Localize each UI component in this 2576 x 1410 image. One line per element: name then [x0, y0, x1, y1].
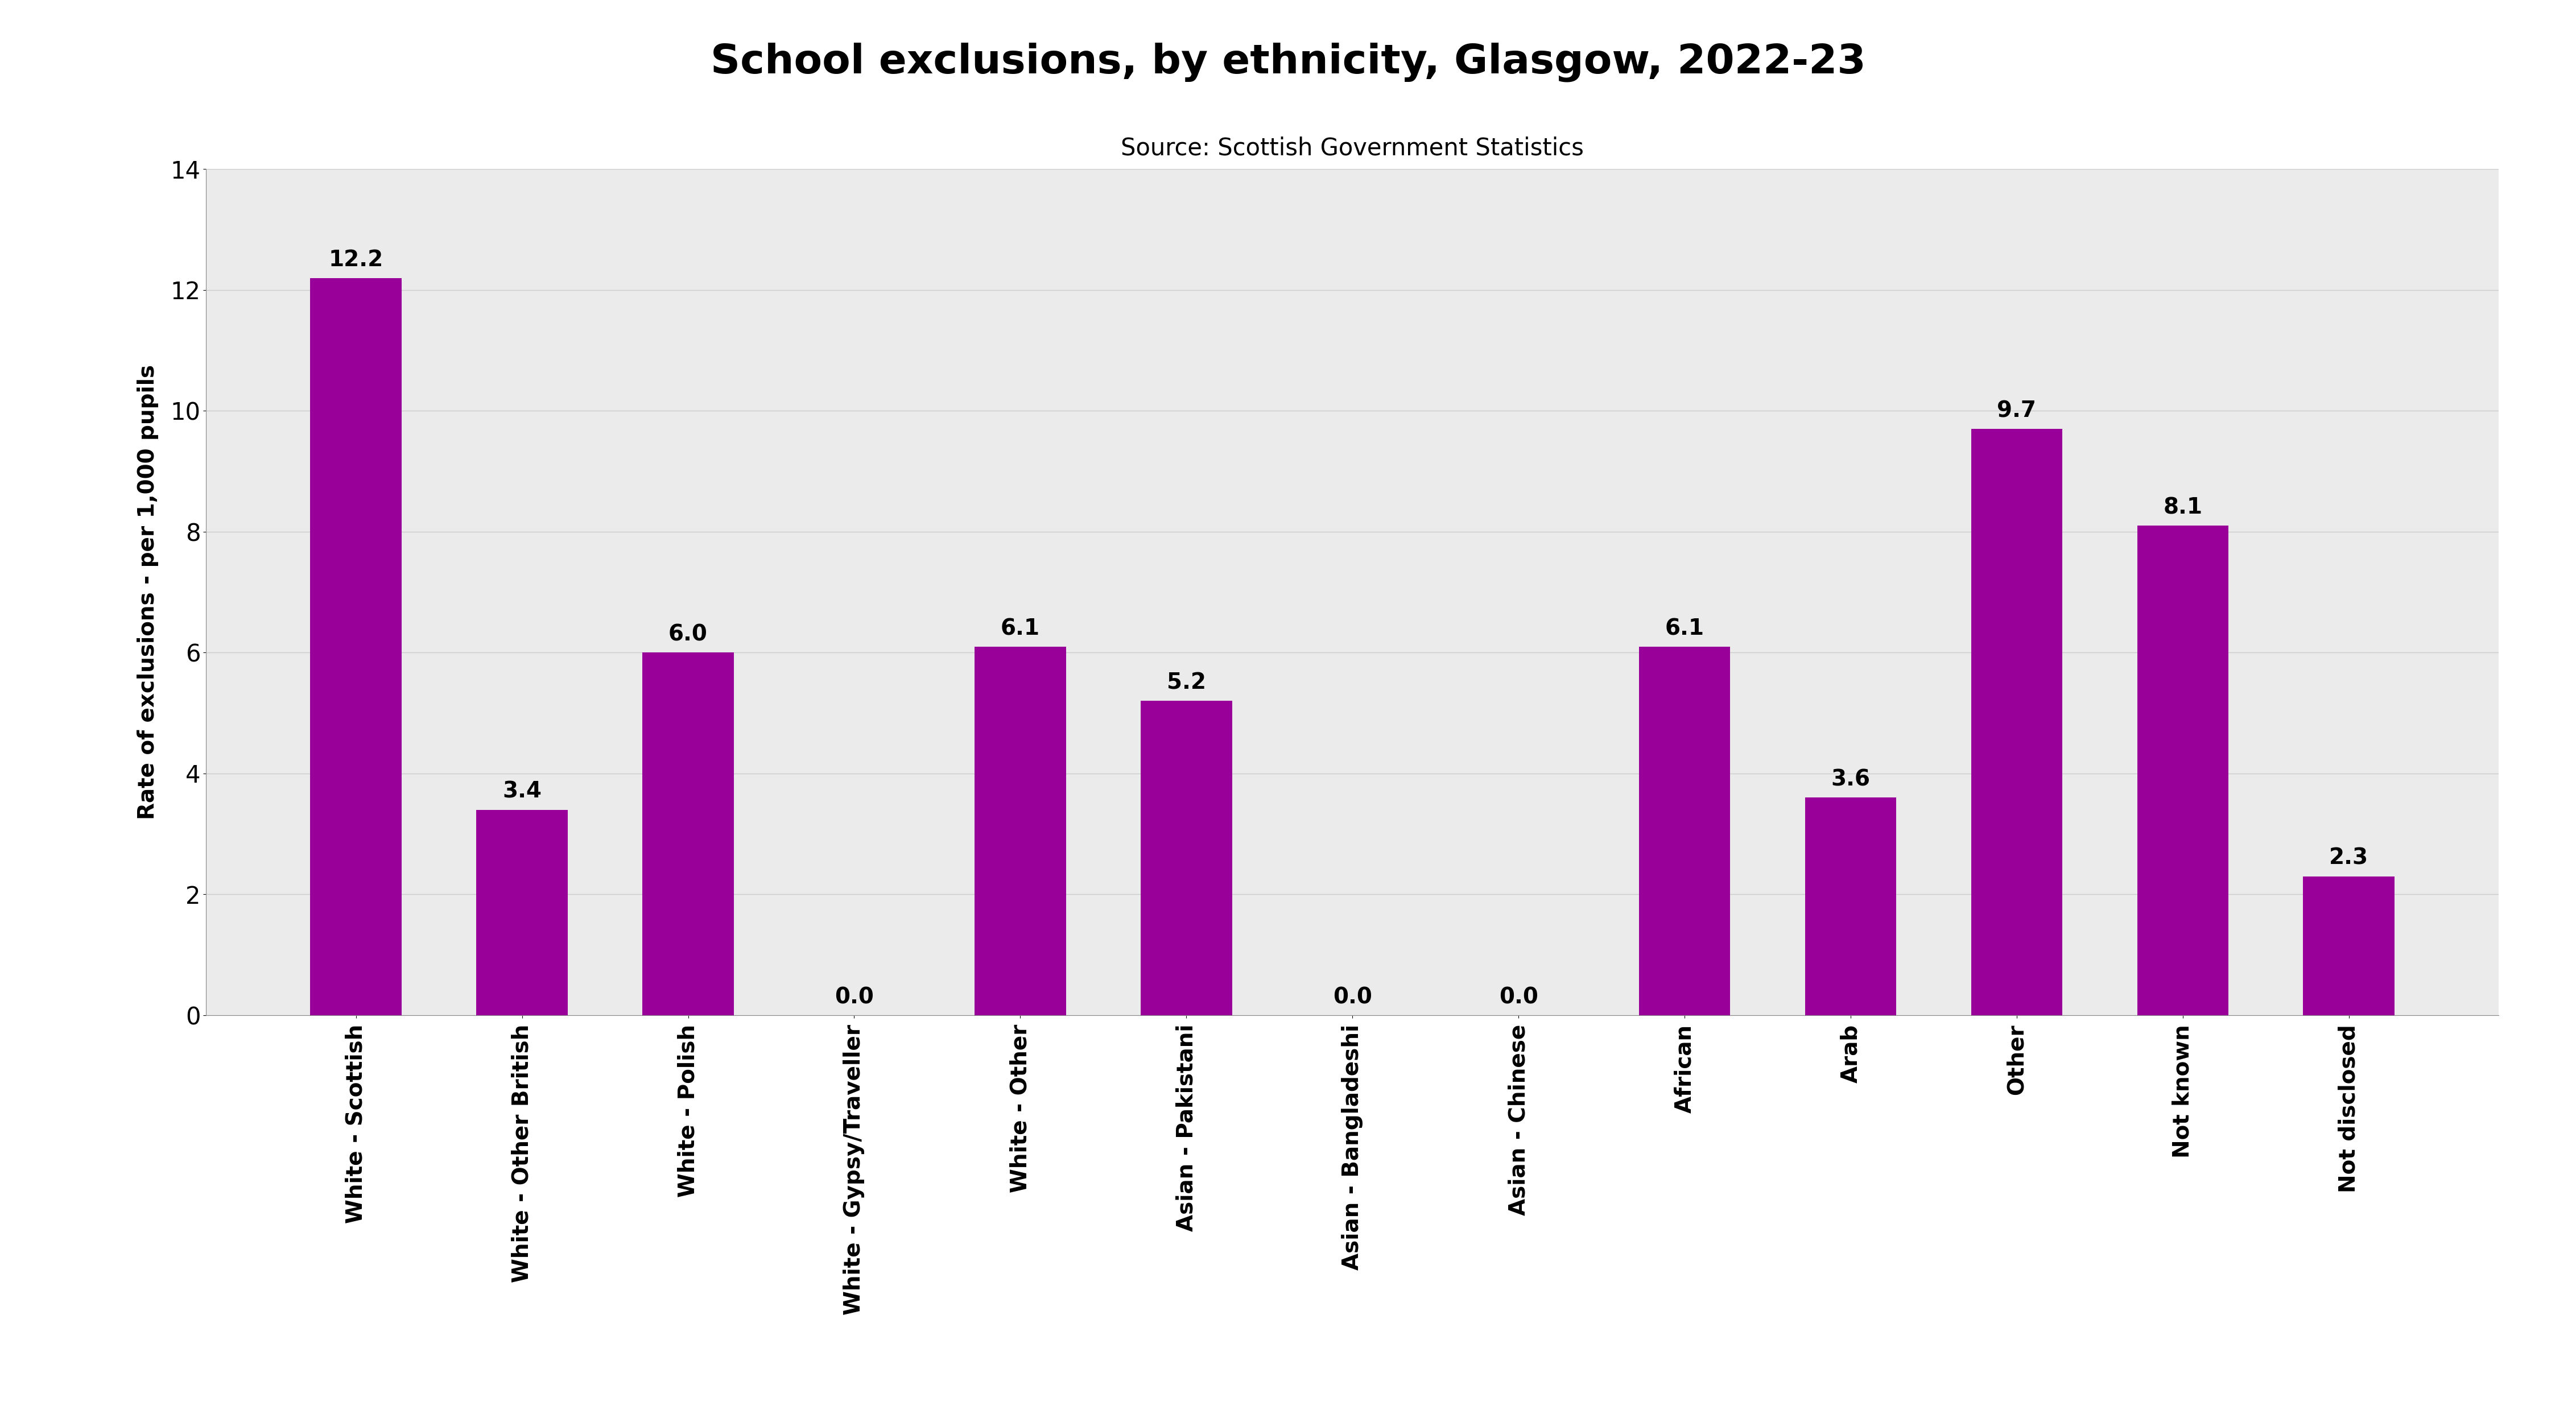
Bar	[1806, 798, 1896, 1015]
Text: 9.7: 9.7	[1996, 400, 2035, 422]
Text: 6.0: 6.0	[670, 623, 708, 646]
Bar	[477, 809, 567, 1015]
Y-axis label: Rate of exclusions - per 1,000 pupils: Rate of exclusions - per 1,000 pupils	[137, 365, 160, 819]
Bar	[1971, 429, 2063, 1015]
Text: School exclusions, by ethnicity, Glasgow, 2022-23: School exclusions, by ethnicity, Glasgow…	[711, 42, 1865, 82]
Text: 3.4: 3.4	[502, 781, 541, 802]
Text: 3.6: 3.6	[1832, 768, 1870, 791]
Text: 0.0: 0.0	[1499, 987, 1538, 1008]
Bar	[2303, 876, 2396, 1015]
Text: 8.1: 8.1	[2164, 496, 2202, 519]
Bar	[1141, 701, 1231, 1015]
Bar	[2138, 526, 2228, 1015]
Text: 0.0: 0.0	[1332, 987, 1373, 1008]
Bar	[641, 653, 734, 1015]
Text: 0.0: 0.0	[835, 987, 873, 1008]
Text: 6.1: 6.1	[999, 618, 1041, 639]
Bar	[309, 278, 402, 1015]
Text: 12.2: 12.2	[330, 250, 384, 271]
Title: Source: Scottish Government Statistics: Source: Scottish Government Statistics	[1121, 137, 1584, 161]
Bar	[1638, 647, 1731, 1015]
Text: 6.1: 6.1	[1664, 618, 1705, 639]
Text: 2.3: 2.3	[2329, 847, 2367, 869]
Bar	[974, 647, 1066, 1015]
Text: 5.2: 5.2	[1167, 673, 1206, 694]
